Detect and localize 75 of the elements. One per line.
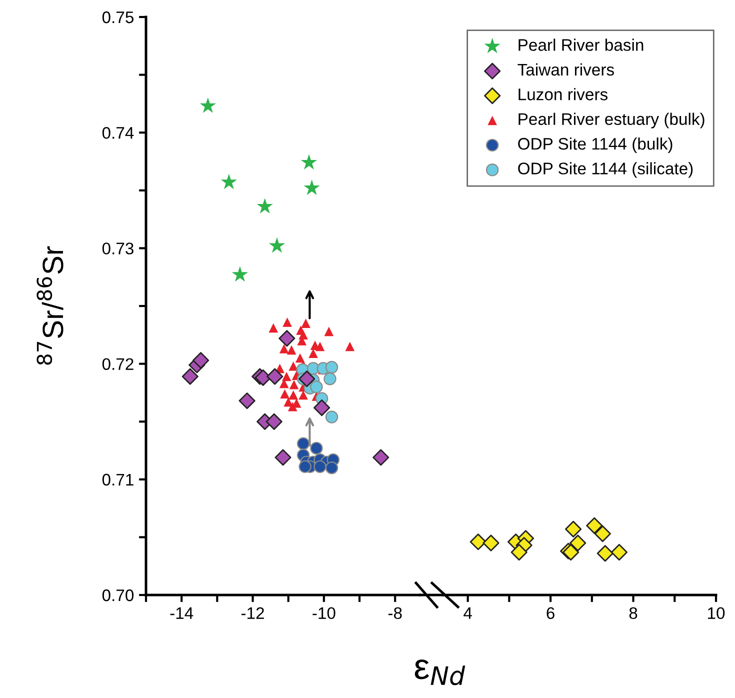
point — [296, 437, 310, 450]
point — [300, 154, 318, 170]
x-tick-label: -8 — [388, 607, 402, 620]
point — [288, 402, 298, 412]
point — [313, 399, 330, 416]
point — [284, 397, 293, 407]
y-axis-title: $^{87}$Sr/$^{86}$Sr — [36, 246, 64, 365]
point — [268, 323, 278, 333]
y-tick-label: 0.75 — [102, 11, 134, 24]
x-tick-label: 4 — [464, 607, 472, 619]
point — [301, 318, 310, 328]
point — [288, 361, 298, 371]
point — [298, 390, 308, 400]
point — [564, 520, 582, 538]
point — [279, 344, 289, 354]
point — [304, 180, 320, 195]
legend-label: ODP Site 1144 (silicate) — [518, 162, 693, 178]
point — [586, 517, 603, 534]
point — [238, 392, 256, 410]
point — [570, 534, 586, 552]
x-tick-label: 10 — [708, 607, 725, 620]
point — [192, 352, 210, 369]
point — [200, 98, 216, 113]
point — [282, 318, 292, 327]
legend-label: Pearl River basin — [518, 38, 644, 51]
point — [298, 460, 312, 474]
x-tick-label: -10 — [312, 607, 336, 620]
point — [325, 410, 338, 424]
point — [268, 237, 286, 253]
x-tick-label: -12 — [241, 607, 264, 619]
y-tick-label: 0.74 — [102, 127, 134, 139]
legend-label: ODP Site 1144 (bulk) — [518, 137, 672, 154]
point — [286, 345, 296, 355]
point — [182, 368, 198, 385]
point — [345, 342, 355, 352]
point — [220, 174, 237, 190]
point — [310, 380, 323, 394]
y-tick-label: 0.73 — [102, 242, 134, 254]
point — [308, 348, 318, 358]
point — [482, 534, 500, 552]
x-tick-label: -14 — [170, 607, 194, 619]
point — [280, 389, 290, 399]
point — [274, 449, 292, 466]
point — [325, 461, 338, 474]
point — [310, 442, 323, 455]
y-tick-label: 0.72 — [102, 358, 134, 370]
point — [470, 534, 486, 550]
point — [610, 544, 628, 561]
point — [596, 545, 614, 562]
point — [325, 360, 338, 374]
point — [256, 198, 273, 214]
point — [295, 353, 305, 363]
y-tick-label: 0.70 — [102, 589, 134, 602]
point — [324, 372, 336, 386]
x-axis-title: ε$_{Nd}$ — [414, 659, 466, 686]
point — [232, 266, 248, 282]
point — [324, 326, 334, 336]
legend-label: Luzon rivers — [518, 88, 608, 100]
y-tick-label: 0.71 — [102, 474, 134, 486]
point — [314, 460, 326, 474]
point — [254, 369, 272, 386]
point — [315, 342, 325, 352]
x-tick-label: 6 — [546, 607, 554, 620]
point — [594, 525, 611, 542]
legend-label: Pearl River estuary (bulk) — [518, 112, 704, 128]
point — [510, 544, 528, 561]
point — [289, 380, 299, 390]
point — [288, 390, 298, 400]
point — [266, 413, 282, 430]
point — [372, 449, 390, 466]
point — [278, 330, 296, 347]
x-tick-label: 8 — [629, 607, 638, 620]
point — [266, 368, 284, 385]
point — [298, 370, 316, 388]
legend-label: Taiwan rivers — [518, 63, 614, 76]
